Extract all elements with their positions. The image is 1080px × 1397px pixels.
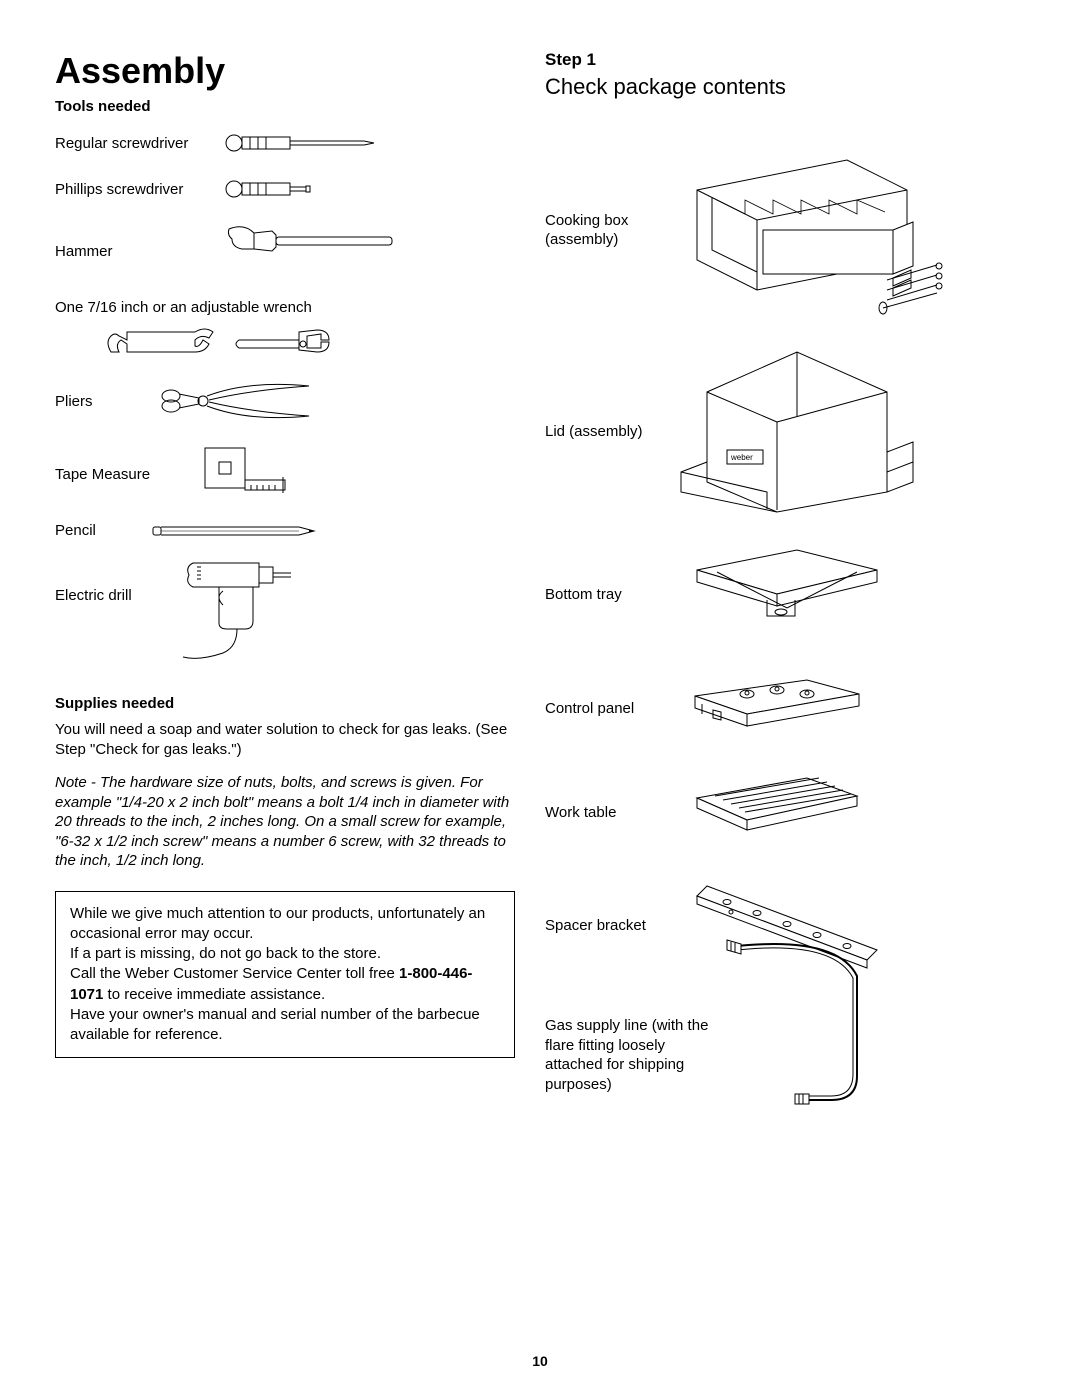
bottom-tray-icon [687,540,887,650]
drill-icon [179,557,339,667]
control-panel-icon [687,674,867,744]
wrench-adjustable-icon [229,322,339,362]
part-label: Spacer bracket [545,916,675,936]
screwdriver-phillips-icon [224,175,374,203]
svg-text:weber: weber [730,453,753,462]
tool-row: Regular screwdriver [55,129,515,157]
tool-label: Hammer [55,243,210,260]
pliers-icon [159,376,319,426]
info-line: to receive immediate assistance. [103,986,325,1003]
step-subheading: Check package contents [545,74,985,100]
part-row: Lid (assembly) weber [545,342,985,522]
pencil-icon [149,523,319,539]
page-title: Assembly [55,50,515,92]
hammer-icon [224,221,394,281]
part-label: Work table [545,803,675,823]
tool-row: Tape Measure [55,444,515,504]
service-info-box: While we give much attention to our prod… [55,891,515,1059]
tool-row: Phillips screwdriver [55,175,515,203]
tool-row: Hammer [55,221,515,281]
part-row: Gas supply line (with the flare fitting … [545,976,985,1116]
tool-label: Phillips screwdriver [55,181,210,198]
supplies-text: You will need a soap and water solution … [55,720,515,759]
tape-measure-icon [199,444,289,504]
screwdriver-flat-icon [224,129,374,157]
tool-label: One 7/16 inch or an adjustable wrench [55,299,515,316]
tools-heading: Tools needed [55,98,515,115]
part-row: Control panel [545,674,985,744]
part-label: Gas supply line (with the flare fitting … [545,976,715,1094]
hardware-note: Note - The hardware size of nuts, bolts,… [55,773,515,871]
tool-row [55,322,515,362]
work-table-icon [687,768,867,858]
tool-label: Pencil [55,522,135,539]
part-label: Control panel [545,699,675,719]
info-line: Have your owner's manual and serial numb… [70,1006,480,1043]
supplies-heading: Supplies needed [55,695,515,712]
tool-label: Pliers [55,393,145,410]
tool-label: Tape Measure [55,466,185,483]
step-heading: Step 1 [545,50,985,70]
part-row: Cooking box (assembly) [545,130,985,330]
gas-line-icon [697,926,887,1116]
part-label: Cooking box (assembly) [545,211,655,250]
tool-row: Pliers [55,376,515,426]
info-line: Call the Weber Customer Service Center t… [70,965,399,982]
lid-icon: weber [667,342,927,522]
part-label: Lid (assembly) [545,422,655,442]
info-line: If a part is missing, do not go back to … [70,945,381,962]
tool-label: Regular screwdriver [55,135,210,152]
page-number: 10 [0,1353,1080,1369]
part-label: Bottom tray [545,585,675,605]
tool-row: Electric drill [55,557,515,667]
info-line: While we give much attention to our prod… [70,905,485,942]
part-row: Work table [545,768,985,858]
part-row: Bottom tray [545,540,985,650]
tool-label: Electric drill [55,557,165,604]
cooking-box-icon [667,130,947,330]
tool-row: Pencil [55,522,515,539]
wrench-open-icon [105,322,215,362]
